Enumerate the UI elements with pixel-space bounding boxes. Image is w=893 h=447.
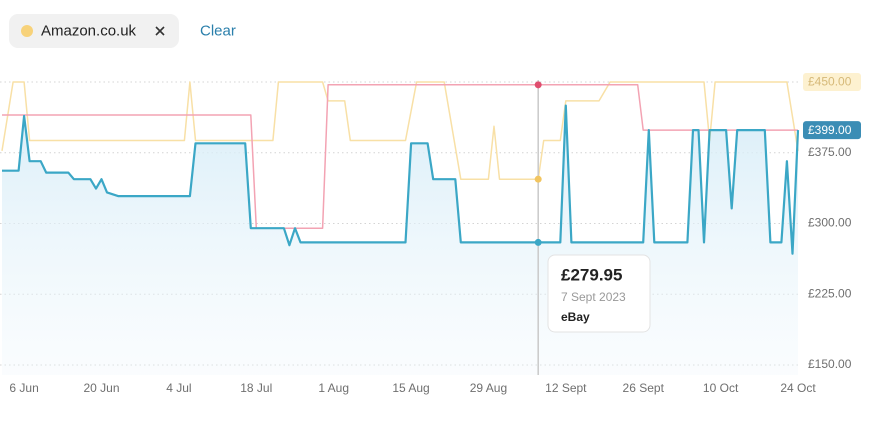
x-tick-label: 24 Oct [780,381,816,395]
line [2,84,798,229]
x-tick-label: 6 Jun [9,381,38,395]
chip-label: Amazon.co.uk [41,22,137,39]
end-badge-label: £450.00 [808,75,852,89]
x-tick-label: 29 Aug [470,381,507,395]
x-tick-label: 4 Jul [166,381,191,395]
x-tick-label: 20 Jun [83,381,119,395]
y-tick-label: £375.00 [808,145,852,159]
clear-link[interactable]: Clear [200,22,236,39]
x-tick-label: 12 Sept [545,381,587,395]
x-tick-label: 26 Sept [623,381,665,395]
cursor-dot [534,175,542,183]
end-badge-label: £399.00 [808,123,852,137]
x-tick-label: 18 Jul [240,381,272,395]
end-badge [803,73,861,91]
filter-chip[interactable]: Amazon.co.uk [9,14,179,48]
y-tick-label: £150.00 [808,357,852,371]
tooltip-price: £279.95 [561,265,622,284]
y-tick-label: £225.00 [808,286,852,300]
chip-close[interactable] [155,26,165,36]
tooltip-retailer: eBay [561,310,590,324]
end-badge [803,121,861,140]
tooltip-date: 7 Sept 2023 [561,290,626,304]
x-tick-label: 10 Oct [703,381,739,395]
x-tick-label: 1 Aug [318,381,349,395]
tooltip-box [547,254,651,333]
plot: £150.00 £225.00 £300.00 £375.00 £450.00 6 Jun… [0,73,861,395]
cursor-dot [534,238,542,246]
line [1,81,799,180]
cursor-dot [534,81,542,89]
line [2,104,800,255]
y-tick-label: £300.00 [808,216,852,230]
x-tick-label: 15 Aug [392,381,429,395]
area [2,105,798,375]
chip-dot [21,25,33,37]
chip-bg [9,14,179,48]
